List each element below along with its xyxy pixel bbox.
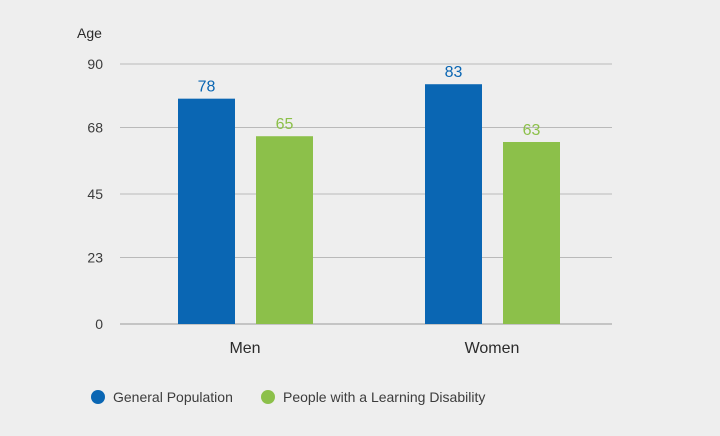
y-tick-label: 23 — [87, 250, 103, 266]
legend-marker — [261, 390, 275, 404]
bar-value-label: 78 — [198, 79, 216, 96]
y-tick-label: 0 — [95, 316, 103, 332]
bars — [178, 84, 560, 325]
bar-value-label: 65 — [276, 116, 294, 133]
category-label: Men — [229, 340, 260, 357]
bar — [178, 98, 235, 325]
y-tick-label: 45 — [87, 186, 103, 202]
bar — [503, 142, 560, 324]
legend-marker — [91, 390, 105, 404]
legend-label: General Population — [113, 389, 233, 405]
bar — [256, 136, 313, 324]
bar-value-label: 83 — [445, 64, 463, 81]
y-axis: Age 0 23 45 68 90 — [77, 25, 103, 332]
legend: General Population People with a Learning… — [91, 389, 485, 405]
y-axis-title: Age — [77, 25, 102, 41]
bar-value-labels: 78 65 83 63 — [198, 64, 541, 139]
bar — [425, 84, 482, 324]
y-tick-label: 90 — [87, 56, 103, 72]
bar-value-label: 63 — [523, 122, 541, 139]
legend-label: People with a Learning Disability — [283, 389, 485, 405]
category-label: Women — [465, 340, 520, 357]
y-tick-label: 68 — [87, 120, 103, 136]
x-axis: Men Women — [229, 340, 519, 357]
